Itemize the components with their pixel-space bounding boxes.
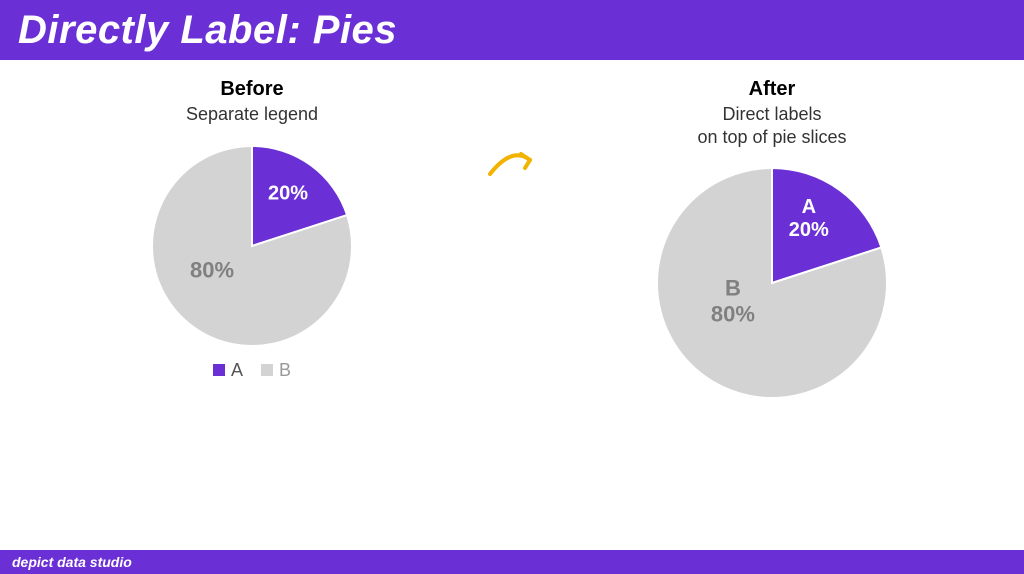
before-title: Before bbox=[220, 78, 283, 101]
slide-title: Directly Label: Pies bbox=[18, 8, 397, 53]
after-subtitle: Direct labelson top of pie slices bbox=[697, 103, 846, 148]
arrow-column bbox=[482, 78, 542, 188]
arrow-icon bbox=[482, 138, 542, 188]
legend-swatch bbox=[261, 364, 273, 376]
slide-header: Directly Label: Pies bbox=[0, 0, 1024, 60]
before-pie-svg bbox=[152, 146, 352, 346]
legend-swatch bbox=[213, 364, 225, 376]
legend-label: A bbox=[231, 360, 243, 381]
before-panel: Before Separate legend 20%80% AB bbox=[62, 78, 442, 381]
slide-footer: depict data studio bbox=[0, 550, 1024, 574]
before-subtitle: Separate legend bbox=[186, 103, 318, 126]
legend-label: B bbox=[279, 360, 291, 381]
footer-text: depict data studio bbox=[12, 554, 132, 570]
legend-item: B bbox=[261, 360, 291, 381]
pie-label: A20% bbox=[789, 196, 829, 242]
before-legend: AB bbox=[213, 360, 291, 381]
slide: Directly Label: Pies Before Separate leg… bbox=[0, 0, 1024, 574]
legend-item: A bbox=[213, 360, 243, 381]
slide-content: Before Separate legend 20%80% AB After D… bbox=[0, 60, 1024, 550]
after-panel: After Direct labelson top of pie slices … bbox=[582, 78, 962, 398]
pie-label: 20% bbox=[268, 182, 308, 205]
before-pie: 20% 80% bbox=[152, 146, 352, 346]
pie-label: B80% bbox=[711, 276, 755, 327]
pie-label: 80% bbox=[190, 257, 234, 282]
after-title: After bbox=[749, 78, 796, 101]
after-pie-svg bbox=[657, 168, 887, 398]
after-pie: A20% B80% bbox=[657, 168, 887, 398]
